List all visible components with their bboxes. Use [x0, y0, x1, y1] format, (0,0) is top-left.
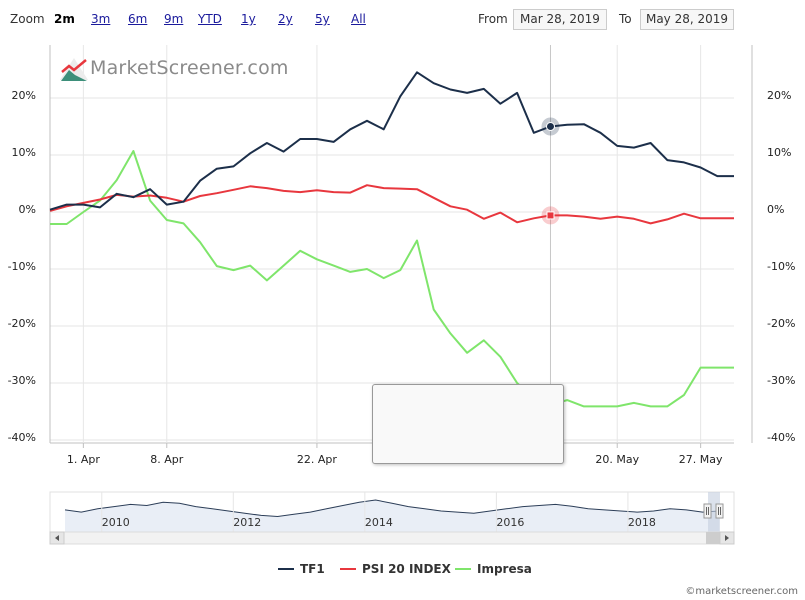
zoom-2m-button[interactable]: 2m — [54, 12, 75, 26]
navigator-right-handle[interactable] — [715, 503, 724, 519]
legend-label: TF1 — [300, 562, 325, 576]
to-label: To — [619, 12, 632, 26]
zoom-3m-button[interactable]: 3m — [91, 12, 111, 26]
zoom-ytd-button[interactable]: YTD — [198, 12, 222, 26]
y-tick-label-right: -30% — [767, 374, 795, 387]
y-tick-label-left: -30% — [8, 374, 36, 387]
navigator[interactable]: 2010 2012 2014 2016 2018 — [49, 491, 735, 545]
zoom-5y-button[interactable]: 5y — [315, 12, 330, 26]
scrollbar-thumb[interactable] — [706, 532, 722, 544]
from-date-input[interactable]: Mar 28, 2019 — [513, 9, 607, 30]
hover-marker-tf1 — [545, 122, 555, 131]
zoom-all-button[interactable]: All — [351, 12, 366, 26]
x-tick-label: 20. May — [595, 453, 639, 466]
range-selector-toolbar: Zoom 2m 3m 6m 9m YTD 1y 2y 5y All From M… — [0, 0, 805, 40]
scroll-left-arrow-icon — [55, 535, 59, 541]
hover-tooltip — [372, 384, 564, 464]
to-date-input[interactable]: May 28, 2019 — [640, 9, 734, 30]
navigator-year-label: 2014 — [365, 516, 393, 529]
x-tick-label: 1. Apr — [67, 453, 100, 466]
y-tick-label-left: -40% — [8, 431, 36, 444]
zoom-1y-button[interactable]: 1y — [241, 12, 256, 26]
y-tick-label-right: 10% — [767, 146, 791, 159]
y-tick-label-right: 0% — [767, 203, 784, 216]
navigator-fill — [65, 500, 719, 532]
zoom-2y-button[interactable]: 2y — [278, 12, 293, 26]
x-axis: 1. Apr 8. Apr 22. Apr 20. May 27. May — [67, 443, 723, 466]
navigator-year-label: 2018 — [628, 516, 656, 529]
from-label: From — [478, 12, 508, 26]
y-axis-right: 20% 10% 0% -10% -20% -30% -40% — [767, 89, 795, 444]
navigator-year-label: 2010 — [102, 516, 130, 529]
scroll-right-arrow-icon — [725, 535, 729, 541]
y-tick-label-left: 20% — [12, 89, 36, 102]
legend-label: Impresa — [477, 562, 532, 576]
zoom-6m-button[interactable]: 6m — [128, 12, 148, 26]
legend[interactable]: TF1 PSI 20 INDEX Impresa — [278, 562, 532, 576]
y-tick-label-left: -10% — [8, 260, 36, 273]
navigator-selected-range[interactable] — [708, 492, 720, 532]
scrollbar-track[interactable] — [49, 531, 735, 545]
y-tick-label-right: 20% — [767, 89, 791, 102]
x-tick-label: 27. May — [679, 453, 723, 466]
logo-text: MarketScreener.com — [90, 57, 289, 79]
legend-label: PSI 20 INDEX — [362, 562, 452, 576]
legend-item-tf1[interactable]: TF1 — [278, 562, 325, 576]
hover-markers — [541, 117, 560, 225]
navigator-left-handle[interactable] — [703, 503, 712, 519]
series-line-impresa[interactable] — [50, 150, 734, 408]
y-tick-label-right: -40% — [767, 431, 795, 444]
y-tick-label-left: 10% — [12, 146, 36, 159]
hover-marker-psi20 — [546, 211, 555, 220]
legend-item-psi-20-index[interactable]: PSI 20 INDEX — [340, 562, 452, 576]
logo-chart-icon — [60, 58, 88, 81]
y-tick-label-left: -20% — [8, 317, 36, 330]
x-tick-label: 8. Apr — [150, 453, 183, 466]
y-tick-label-left: 0% — [19, 203, 36, 216]
copyright-credit: ©marketscreener.com — [685, 586, 798, 597]
y-axis-left: 20% 10% 0% -10% -20% -30% -40% — [8, 89, 36, 444]
navigator-year-label: 2012 — [233, 516, 261, 529]
series-line-tf1[interactable] — [49, 71, 734, 211]
zoom-label: Zoom — [10, 12, 45, 26]
y-tick-label-right: -20% — [767, 317, 795, 330]
zoom-9m-button[interactable]: 9m — [164, 12, 184, 26]
y-tick-label-right: -10% — [767, 260, 795, 273]
series-lines[interactable] — [49, 71, 734, 408]
navigator-series-line — [64, 499, 720, 518]
series-line-psi-20-index[interactable] — [49, 184, 734, 225]
navigator-year-label: 2016 — [496, 516, 524, 529]
legend-item-impresa[interactable]: Impresa — [455, 562, 532, 576]
x-tick-label: 22. Apr — [297, 453, 337, 466]
